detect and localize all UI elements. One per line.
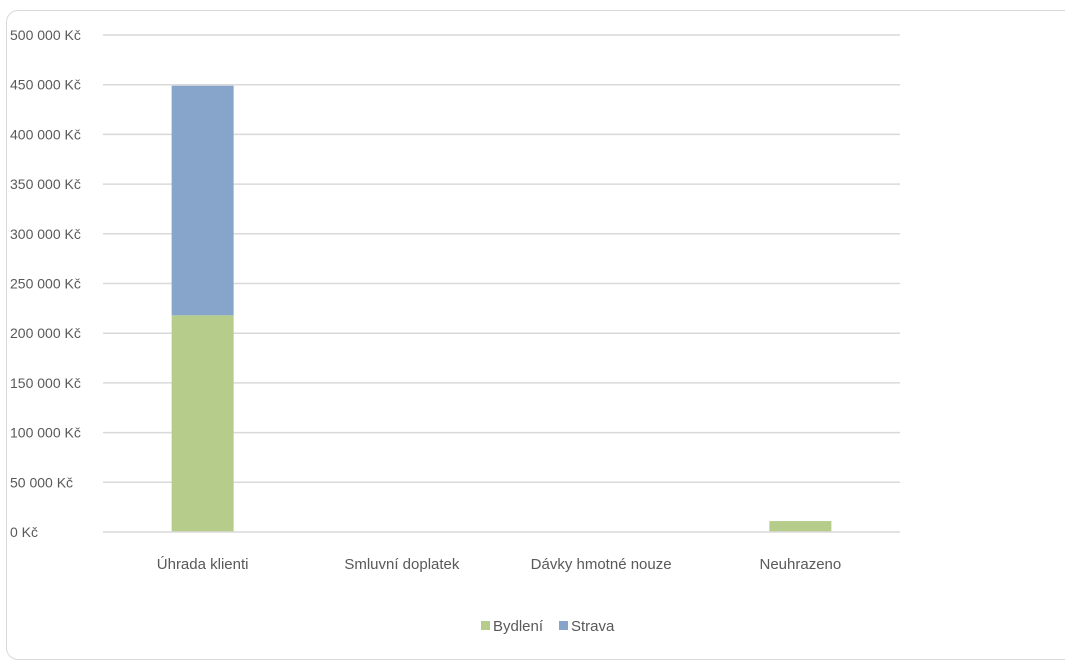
legend-label: Strava <box>571 618 615 635</box>
x-axis-category-labels: Úhrada klienti Smluvní doplatek Dávky hmot… <box>157 556 841 573</box>
y-tick-label: 250 000 Kč <box>10 276 81 292</box>
legend-swatch <box>481 621 490 630</box>
x-category-label: Dávky hmotné nouze <box>531 556 672 573</box>
gridlines <box>103 34 900 484</box>
y-tick-label: 50 000 Kč <box>10 474 73 490</box>
y-tick-label: 300 000 Kč <box>10 226 81 242</box>
y-tick-label: 450 000 Kč <box>10 77 81 93</box>
y-tick-label: 200 000 Kč <box>10 325 81 341</box>
y-axis-tick-labels: 0 Kč 50 000 Kč 100 000 Kč 150 000 Kč 200 000… <box>10 27 81 540</box>
bar-segment <box>171 85 234 316</box>
x-category-label: Úhrada klienti <box>157 556 249 573</box>
y-tick-label: 350 000 Kč <box>10 176 81 192</box>
bars <box>171 85 832 532</box>
y-tick-label: 500 000 Kč <box>10 27 81 43</box>
bar-segment <box>769 521 832 532</box>
x-category-label: Neuhrazeno <box>760 556 842 573</box>
legend: Bydlení Strava <box>481 618 615 635</box>
y-tick-label: 400 000 Kč <box>10 126 81 142</box>
bar-segment <box>171 315 234 532</box>
legend-swatch <box>559 621 568 630</box>
legend-label: Bydlení <box>493 618 544 635</box>
y-tick-label: 100 000 Kč <box>10 425 81 441</box>
y-tick-label: 150 000 Kč <box>10 375 81 391</box>
y-tick-label: 0 Kč <box>10 524 38 540</box>
x-category-label: Smluvní doplatek <box>344 556 460 573</box>
